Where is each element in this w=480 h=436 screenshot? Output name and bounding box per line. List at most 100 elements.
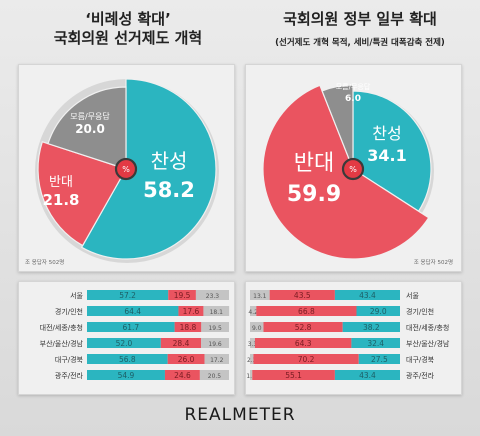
bar-segment bbox=[195, 290, 229, 300]
right-pie-chart: % 찬성 34.1 반대 59.9 모름/무응답 6.0 bbox=[262, 82, 434, 260]
bar-segment bbox=[256, 306, 357, 316]
bar-value-label: 32.4 bbox=[367, 339, 384, 348]
bar-segment bbox=[160, 338, 202, 348]
region-label: 경기/인천 bbox=[55, 307, 83, 316]
bar-segment bbox=[358, 354, 400, 364]
bar-value-label: 66.8 bbox=[298, 307, 315, 316]
right-chart-title: 국회의원 정부 일부 확대 bbox=[283, 10, 437, 28]
bar-segment bbox=[269, 290, 335, 300]
region-label: 광주/전라 bbox=[55, 371, 84, 380]
bar-value-label: 52.0 bbox=[116, 339, 133, 348]
pie-label-0: 찬성 58.2 bbox=[143, 149, 195, 202]
pie-slice-value: 21.8 bbox=[42, 191, 79, 209]
bar-segment bbox=[87, 290, 169, 300]
pie-slice-oppose bbox=[37, 141, 127, 247]
left-chart-title: ‘비례성 확대’ 국회의원 선거제도 개혁 bbox=[18, 10, 238, 48]
bar-segment bbox=[334, 290, 400, 300]
bar-segment bbox=[167, 354, 205, 364]
bar-segment bbox=[250, 290, 270, 300]
bar-segment bbox=[351, 338, 400, 348]
pie-label-0: 찬성 34.1 bbox=[367, 124, 406, 165]
bar-segment bbox=[250, 370, 253, 380]
pie-center-label: % bbox=[122, 165, 130, 174]
bar-value-label: 18.1 bbox=[210, 309, 224, 316]
bar-segment bbox=[87, 338, 161, 348]
left-title-line-1: ‘비례성 확대’ bbox=[85, 10, 171, 28]
pie-center-label: % bbox=[349, 165, 357, 174]
bar-value-label: 29.0 bbox=[370, 307, 387, 316]
bar-segment bbox=[199, 370, 229, 380]
bar-value-label: 19.5 bbox=[174, 291, 191, 300]
bar-segment bbox=[87, 322, 175, 332]
bar-value-label: 3.3 bbox=[248, 341, 258, 348]
pie-slice-name: 찬성 bbox=[372, 124, 401, 143]
bar-segment bbox=[87, 354, 168, 364]
pie-slice-name: 찬성 bbox=[151, 149, 188, 173]
left-pie-panel: % 찬성 58.2 반대 21.8 모름/무응답 20.0 조 응답자 502명 bbox=[18, 64, 235, 272]
left-region-bar-panel: 57.2 19.5 23.3 서울 64.4 17.6 18.1 경기/인천 61.7 18.8 1… bbox=[18, 281, 235, 395]
bar-segment bbox=[87, 306, 179, 316]
region-label: 대구/경북 bbox=[406, 355, 435, 364]
pie-slice-name: 모름/무응답 bbox=[336, 82, 371, 91]
region-label: 서울 bbox=[70, 291, 83, 300]
region-label: 대전/세종/충청 bbox=[406, 323, 449, 332]
pie-slice-unsure bbox=[47, 86, 127, 170]
pie-label-1: 반대 59.9 bbox=[287, 151, 341, 207]
bar-segment bbox=[168, 290, 196, 300]
bar-value-label: 18.8 bbox=[180, 323, 197, 332]
bar-value-label: 17.2 bbox=[210, 357, 224, 364]
bar-segment bbox=[250, 338, 255, 348]
pie-slice-name: 모름/무응답 bbox=[70, 111, 110, 121]
bar-segment bbox=[164, 370, 200, 380]
region-label: 대전/세종/충청 bbox=[40, 323, 83, 332]
bar-segment bbox=[87, 370, 165, 380]
bar-value-label: 43.5 bbox=[294, 291, 311, 300]
bar-segment bbox=[204, 354, 229, 364]
bar-segment bbox=[201, 338, 229, 348]
pie-slice-value: 6.0 bbox=[345, 94, 361, 104]
bar-segment bbox=[342, 322, 400, 332]
region-label: 부산/울산/경남 bbox=[406, 339, 450, 348]
bar-segment bbox=[174, 322, 202, 332]
bar-value-label: 23.3 bbox=[206, 293, 220, 300]
bar-value-label: 54.9 bbox=[118, 371, 135, 380]
bar-value-label: 20.5 bbox=[208, 373, 222, 380]
bar-value-label: 55.1 bbox=[285, 371, 302, 380]
region-label: 부산/울산/경남 bbox=[40, 339, 84, 348]
pie-label-2: 모름/무응답 6.0 bbox=[336, 82, 371, 104]
bar-segment bbox=[252, 370, 335, 380]
bar-value-label: 26.0 bbox=[178, 355, 195, 364]
bar-segment bbox=[203, 306, 230, 316]
bar-segment bbox=[334, 370, 400, 380]
pie-slice-support bbox=[80, 78, 217, 260]
left-region-bar-chart: 57.2 19.5 23.3 서울 64.4 17.6 18.1 경기/인천 61.7 18.8 1… bbox=[40, 290, 230, 380]
bar-segment bbox=[250, 306, 257, 316]
right-region-bar-chart: 13.1 43.5 43.4 서울 4.2 66.8 29.0 경기/인천 9.0 52.8 38.… bbox=[246, 290, 450, 380]
bar-value-label: 4.2 bbox=[248, 309, 258, 316]
pie-slice-value: 58.2 bbox=[143, 178, 195, 202]
bar-value-label: 13.1 bbox=[253, 293, 267, 300]
pie-slice-value: 59.9 bbox=[287, 182, 341, 207]
bar-segment bbox=[356, 306, 400, 316]
bar-value-label: 43.4 bbox=[359, 291, 376, 300]
pie-slice-value: 34.1 bbox=[367, 146, 406, 165]
bar-value-label: 52.8 bbox=[295, 323, 312, 332]
bar-value-label: 38.2 bbox=[363, 323, 380, 332]
right-respondent-note: 조 응답자 502명 bbox=[413, 260, 453, 266]
bar-value-label: 64.4 bbox=[124, 307, 141, 316]
bar-segment bbox=[201, 322, 229, 332]
left-title-line-2: 국회의원 선거제도 개혁 bbox=[53, 29, 203, 47]
pie-slice-name: 반대 bbox=[294, 151, 334, 176]
bar-segment bbox=[254, 338, 352, 348]
bar-value-label: 19.6 bbox=[208, 341, 222, 348]
bar-value-label: 28.4 bbox=[173, 339, 190, 348]
right-pie-panel: % 찬성 34.1 반대 59.9 모름/무응답 6.0 조 응답자 502명 bbox=[245, 64, 462, 272]
bar-value-label: 56.8 bbox=[119, 355, 136, 364]
pie-center bbox=[114, 157, 138, 181]
right-region-bar-panel: 13.1 43.5 43.4 서울 4.2 66.8 29.0 경기/인천 9.0 52.8 38.… bbox=[245, 281, 462, 395]
region-label: 대구/경북 bbox=[55, 355, 84, 364]
bar-segment bbox=[178, 306, 204, 316]
